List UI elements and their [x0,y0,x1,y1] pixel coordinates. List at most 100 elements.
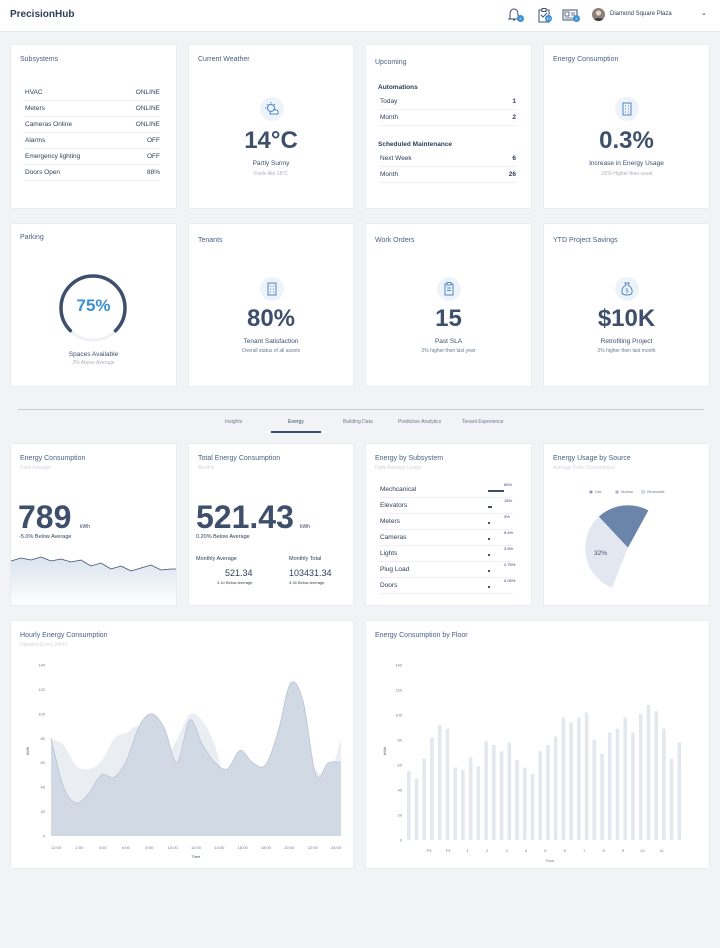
source-pie-chart: 52%16%32% [585,505,650,589]
floor-bar [577,717,581,840]
y-tick-label: 140 [38,663,45,668]
legend-label: Nuclear [621,490,634,494]
subsystem-row: Cameras 5.4% [380,530,513,546]
monthly-total-value: 103431.34 [289,568,332,578]
tasks-badge: 10 [545,15,552,22]
subsystem-bar [488,570,490,572]
subsystem-name: Plug Load [380,566,410,573]
clipboard-icon [437,277,461,301]
avatar[interactable] [592,8,605,21]
tab-energy[interactable]: Energy [288,419,304,425]
x-tick-label: 4 [525,848,528,853]
bell-icon[interactable] [506,7,522,23]
floor-bar [638,713,643,840]
tab-insights[interactable]: Insights [225,419,243,425]
tenants-sub: Overall status of all assets [241,348,301,354]
item-value: 2 [512,114,516,121]
brand-logo[interactable]: PrecisionHub [10,9,75,20]
item-value: ONLINE [135,121,160,128]
item-value: OFF [147,137,160,144]
floor-bar [538,751,543,840]
tab-tenant-experience[interactable]: Tenant Experience [462,419,504,425]
x-tick-label: 2 [486,848,489,853]
tab-predictive-analytics[interactable]: Predictive Analytics [398,419,442,425]
x-tick-label: 8:00 [145,845,154,850]
item-value: ONLINE [135,89,160,96]
work-orders-sub: 2% higher then last year [421,348,476,354]
card-title: Tenants [198,237,223,244]
floor-bar [561,717,566,840]
savings-sub: 2% higher then last month [597,348,656,354]
pie-slice [585,516,629,589]
floor-bar [422,758,427,840]
subsystem-bar [488,490,504,492]
floor-bar [615,728,620,840]
card-subtitle: Daily Average [20,465,51,471]
item-label: Emergency lighting [25,153,81,160]
temperature: 14°C [244,127,298,154]
card-title: Energy Consumption [553,56,619,63]
subsystem-bar [488,554,490,556]
card-subtitle: Monthy [198,465,215,471]
floor-bar [492,745,496,840]
floor-bar [468,757,473,840]
x-axis-label: Floor [545,858,555,863]
item-value: 6 [512,155,516,162]
floor-bar [515,760,519,840]
floor-bar [522,767,527,840]
tab-building-data[interactable]: Building Data [343,419,373,425]
subsystem-row: Elevators 15% [380,498,513,514]
card-title: Energy Consumption by Floor [375,632,468,639]
x-tick-label: 12:00 [191,845,202,850]
area-line [50,681,342,804]
y-tick-label: 80 [398,738,403,743]
x-tick-label: 22:00 [308,845,319,850]
daily-energy-card: Energy Consumption Daily Average 789 kWh… [10,443,177,606]
subsystem-row: Mechcanical 65% [380,482,513,498]
subsystem-row: Meters 3% [380,514,513,530]
x-tick-label: 2:00 [75,845,84,850]
item-label: Next Week [380,155,412,162]
messages-badge: 2 [573,15,580,22]
floor-energy-card: Energy Consumption by Floor 0 20 40 60 80 100… [365,620,710,869]
automations-heading: Automations [378,84,418,91]
subsystem-name: Elevators [380,502,408,509]
tabs-divider [18,409,704,410]
daily-below: -5.0% Below Average [19,534,72,540]
floor-bar [414,778,419,840]
x-tick-label: 11 [660,848,665,853]
list-item: Today 1 [380,94,516,110]
x-tick-label: 20:00 [284,845,295,850]
floor-bar [476,766,481,840]
energy-value: 0.3% [599,127,654,154]
subsystem-row: Plug Load 2.75% [380,562,515,578]
y-tick-label: 40 [41,785,46,790]
work-orders-value: 15 [435,305,462,332]
x-tick-label: 1 [467,848,470,853]
card-title: Energy Usage by Source [553,455,631,462]
subsystem-name: Cameras [380,534,407,541]
floor-bar [592,740,597,840]
list-item: Month 26 [380,167,516,183]
work-orders-desc: Past SLA [434,338,463,345]
tab-bar: Insights Energy Building Data Predictive… [0,415,720,435]
card-title: Hourly Energy Consumption [20,632,108,639]
x-tick-label: 6 [564,848,567,853]
floor-bar [631,732,635,840]
floor-bar [445,728,450,840]
item-label: Alarms [25,137,46,144]
active-tab-underline [271,431,321,433]
subsystem-pct: 65% [504,482,513,487]
site-selector[interactable]: Diamond Square Plaza [610,11,672,17]
subsystem-bar [488,586,490,588]
floor-bar [499,751,504,840]
floor-bar [553,736,558,840]
y-tick-label: 20 [41,809,46,814]
legend-label: Renewable [647,490,665,494]
item-value: 88% [146,169,160,176]
total-value: 521.43 [196,499,294,535]
subsystem-pct: 3% [504,514,510,519]
chevron-down-icon[interactable]: ⌄ [701,10,707,17]
monthly-average-sub: 3.10 Below Average [217,580,253,585]
floor-bar [669,758,674,840]
